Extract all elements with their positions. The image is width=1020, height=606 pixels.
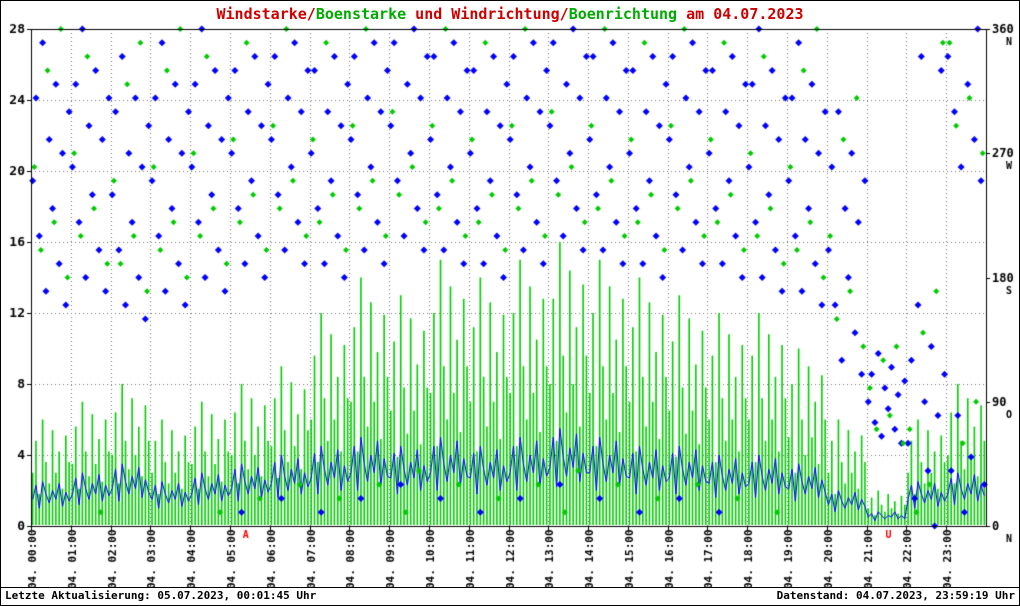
- title-segment: am 04.07.2023: [677, 5, 804, 23]
- title-segment: Boenstarke: [315, 5, 407, 23]
- data-state-text: Datenstand: 04.07.2023, 23:59:19 Uhr: [776, 589, 1015, 602]
- title-segment: und Windrichtung/: [406, 5, 569, 23]
- last-update-text: Letzte Aktualisierung: 05.07.2023, 00:01…: [5, 589, 317, 602]
- footer-bar: Letzte Aktualisierung: 05.07.2023, 00:01…: [1, 587, 1019, 605]
- title-segment: Windstarke/: [216, 5, 316, 23]
- title-segment: Boenrichtung: [568, 5, 678, 23]
- chart-title: Windstarke/Boenstarke und Windrichtung/B…: [1, 5, 1019, 23]
